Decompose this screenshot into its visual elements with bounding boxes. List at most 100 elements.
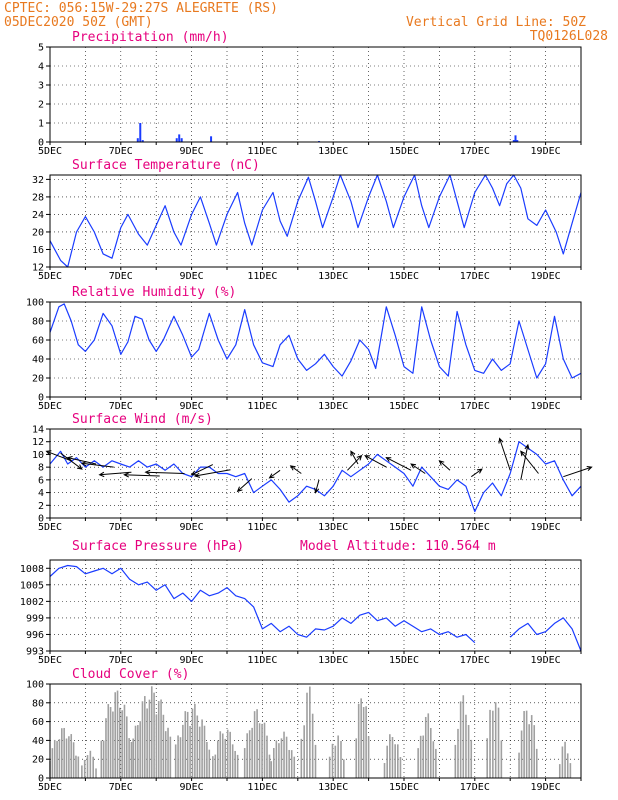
wind-xtick-label: 13DEC: [318, 522, 348, 533]
cloud-bar: [430, 727, 432, 778]
cloud-bar: [109, 707, 112, 778]
rh-title: Relative Humidity (%): [72, 285, 236, 300]
cloud-bar: [114, 692, 117, 778]
cloud-bar: [157, 701, 160, 778]
wind-ytick-label: 4: [38, 488, 44, 499]
wind-arrow: [268, 469, 281, 479]
rh-xtick-label: 11DEC: [247, 401, 277, 412]
cloud-bar: [564, 741, 566, 778]
cloud-bar: [397, 744, 399, 778]
cloud-bar: [389, 734, 391, 778]
temp-xtick-label: 15DEC: [389, 271, 419, 282]
cloud-bar: [216, 740, 219, 778]
temp-ytick-label: 32: [32, 175, 44, 186]
cloud-bar: [280, 738, 283, 778]
cloud-bar: [360, 698, 362, 778]
cloud-bar: [454, 744, 457, 778]
cloud-bar: [132, 738, 134, 778]
wind-arrow: [364, 455, 387, 468]
pressure-xtick-label: 13DEC: [318, 655, 348, 666]
cloud-bar: [206, 741, 208, 778]
cloud-bar: [256, 709, 258, 778]
cloud-bar: [343, 759, 345, 778]
precip-xtick-label: 17DEC: [460, 146, 490, 157]
cloud-bar: [492, 710, 494, 778]
temp-ytick-label: 24: [32, 210, 44, 221]
pressure-series-line-2: [509, 617, 582, 652]
cloud-bar: [75, 755, 77, 778]
cloud-bar: [125, 716, 128, 778]
cloud-bar: [134, 725, 137, 778]
wind-arrow: [80, 461, 114, 468]
pressure-ytick-label: 999: [26, 613, 44, 624]
pressure-series-line: [49, 564, 476, 644]
pressure-ytick-label: 993: [26, 647, 44, 658]
cloud-bar: [465, 714, 467, 778]
wind-arrow: [66, 456, 97, 465]
cloud-bar: [236, 754, 239, 778]
wind-ytick-label: 0: [38, 514, 44, 525]
cloud-bar: [107, 704, 110, 778]
cloud-bar: [467, 724, 470, 778]
cloud-bar: [234, 750, 236, 778]
cloud-bar: [148, 699, 151, 778]
cloud-bar: [95, 768, 97, 778]
cloud-frame: [49, 683, 582, 779]
cloud-bar: [435, 748, 437, 778]
cloud-title: Cloud Cover (%): [72, 667, 189, 682]
wind-xtick-label: 19DEC: [531, 522, 561, 533]
rh-xtick-label: 13DEC: [318, 401, 348, 412]
precip-xtick-label: 9DEC: [180, 146, 204, 157]
cloud-bar: [266, 735, 268, 778]
cloud-xtick-label: 7DEC: [109, 782, 133, 793]
cloud-bar: [160, 699, 162, 778]
precip-xtick-label: 13DEC: [318, 146, 348, 157]
wind-arrow: [123, 472, 160, 478]
precip-xtick-label: 19DEC: [531, 146, 561, 157]
cloud-bar: [355, 738, 358, 778]
temp-series-line: [49, 174, 582, 268]
cloud-bar: [533, 725, 536, 778]
temp-xtick-label: 13DEC: [318, 271, 348, 282]
cloud-bar: [248, 730, 251, 778]
cloud-bar: [208, 749, 211, 778]
rh-ytick-label: 40: [32, 355, 44, 366]
temp-title: Surface Temperature (nC): [72, 158, 260, 173]
wind-arrow: [410, 463, 426, 474]
cloud-bar: [288, 749, 290, 778]
cloud-bar: [56, 740, 58, 778]
cloud-bar: [81, 765, 83, 778]
cloud-panel: Cloud Cover (%) 0 20 40 60 80 100 5DEC 7DEC 9DEC 1…: [26, 667, 582, 793]
precip-bar: [141, 140, 144, 142]
cloud-bar: [569, 763, 572, 778]
precip-ytick-label: 2: [38, 100, 44, 111]
cloud-bar: [139, 721, 141, 778]
precip-ytick-label: 5: [38, 43, 44, 54]
cloud-bar: [518, 752, 520, 778]
cloud-bar: [253, 711, 256, 778]
wind-xtick-label: 5DEC: [38, 522, 62, 533]
rh-xtick-label: 19DEC: [531, 401, 561, 412]
cloud-bar: [263, 722, 266, 778]
wind-series-line: [49, 441, 582, 513]
wind-ytick-label: 10: [32, 450, 44, 461]
cloud-ytick-label: 60: [32, 717, 44, 728]
precip-bar: [210, 136, 213, 142]
cloud-bar: [457, 728, 459, 778]
cloud-bar: [65, 738, 68, 778]
cloud-xtick-label: 13DEC: [318, 782, 348, 793]
wind-arrow: [385, 457, 412, 471]
cloud-xtick-label: 19DEC: [531, 782, 561, 793]
pressure-xtick-label: 11DEC: [247, 655, 277, 666]
cloud-bar: [427, 713, 430, 778]
cloud-bar: [221, 733, 224, 778]
precip-xtick-label: 5DEC: [38, 146, 62, 157]
temp-xtick-label: 11DEC: [247, 271, 277, 282]
pressure-panel: Surface Pressure (hPa) Model Altitude: 11…: [20, 539, 582, 666]
cloud-bar: [337, 735, 339, 778]
precip-frame: [49, 46, 582, 143]
rh-panel: Relative Humidity (%) 0 20 40 60 80 100 5DEC 7DE…: [26, 285, 582, 412]
wind-arrow: [520, 450, 539, 474]
precip-bar: [514, 135, 517, 142]
cloud-bar: [530, 715, 533, 778]
